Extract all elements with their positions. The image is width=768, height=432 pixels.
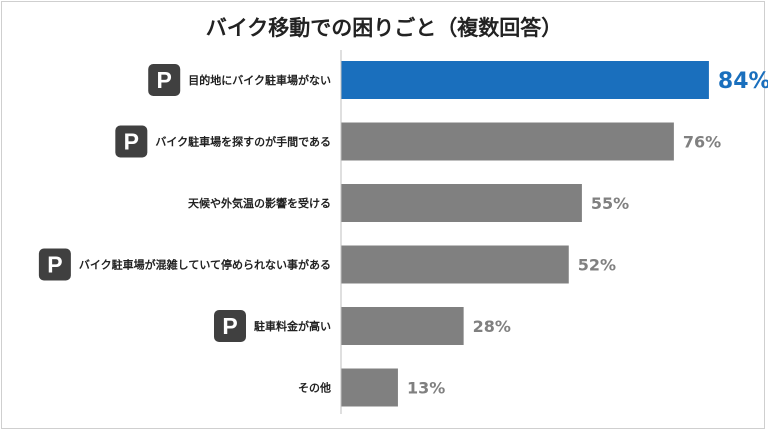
parking-icon	[38, 248, 71, 281]
category-label: 天候や外気温の影響を受ける	[188, 196, 331, 210]
value-label: 76%	[683, 133, 721, 152]
bar	[341, 184, 582, 222]
value-label: 55%	[591, 194, 629, 213]
parking-icon	[148, 64, 181, 96]
bar	[341, 307, 464, 345]
chart-title: バイク移動での困りごと（複数回答）	[205, 16, 563, 40]
parking-icon-letter: P	[47, 252, 62, 278]
parking-icon-letter: P	[157, 67, 172, 93]
parking-icon-letter: P	[222, 313, 237, 339]
bar	[341, 122, 674, 161]
bar	[341, 368, 398, 407]
value-label: 28%	[473, 317, 511, 336]
parking-icon	[214, 310, 246, 342]
category-label: 駐車料金が高い	[254, 319, 331, 333]
value-label: 13%	[407, 379, 445, 398]
parking-icon	[115, 125, 148, 158]
category-label: バイク駐車場が混雑していて停められない事がある	[79, 258, 331, 272]
category-label: 目的地にバイク駐車場がない	[188, 73, 331, 87]
parking-icon-letter: P	[124, 129, 139, 155]
bar	[341, 245, 569, 284]
bar	[341, 61, 709, 99]
category-label: バイク駐車場を探すのが手間である	[155, 135, 331, 149]
category-label: その他	[298, 381, 331, 395]
value-label: 84%	[718, 69, 768, 94]
value-label: 52%	[578, 256, 616, 275]
